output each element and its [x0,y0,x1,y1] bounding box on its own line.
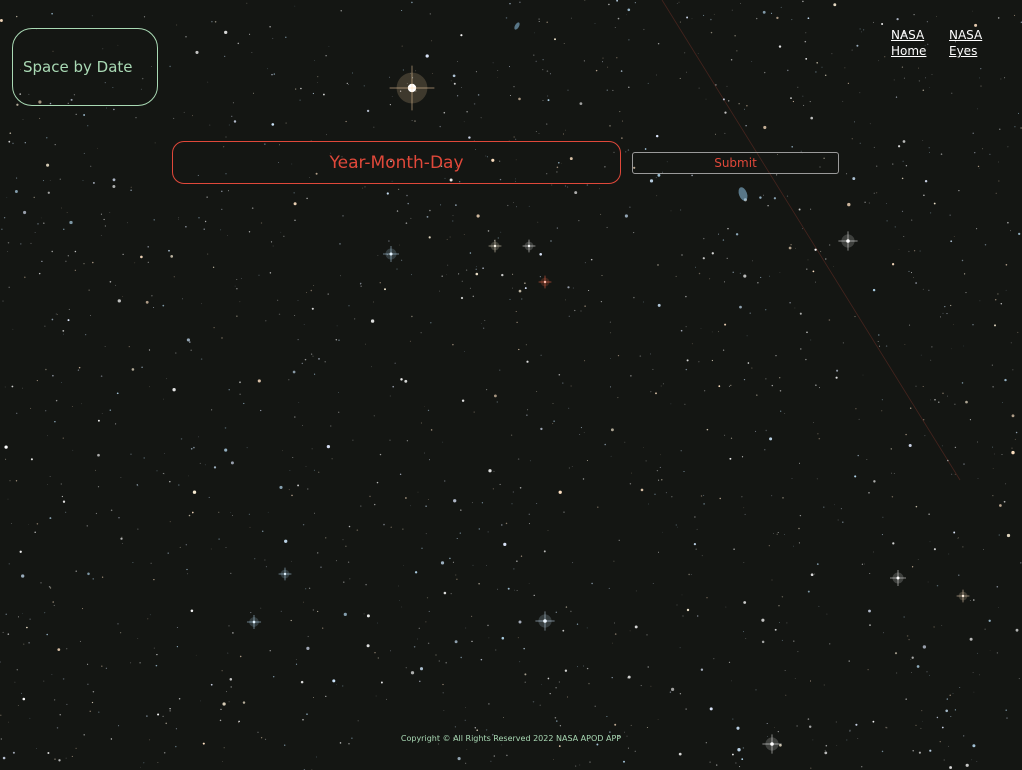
site-title: Space by Date [23,58,133,76]
top-nav: NASA Home NASA Eyes [891,27,983,59]
submit-button[interactable]: Submit [632,152,839,174]
date-input[interactable] [172,141,621,184]
nav-link-nasa-eyes[interactable]: NASA Eyes [949,28,983,58]
footer-copyright: Copyright © All Rights Reserved 2022 NAS… [400,734,622,743]
nav-link-nasa-home[interactable]: NASA Home [891,28,927,58]
site-logo[interactable]: Space by Date [12,28,158,106]
